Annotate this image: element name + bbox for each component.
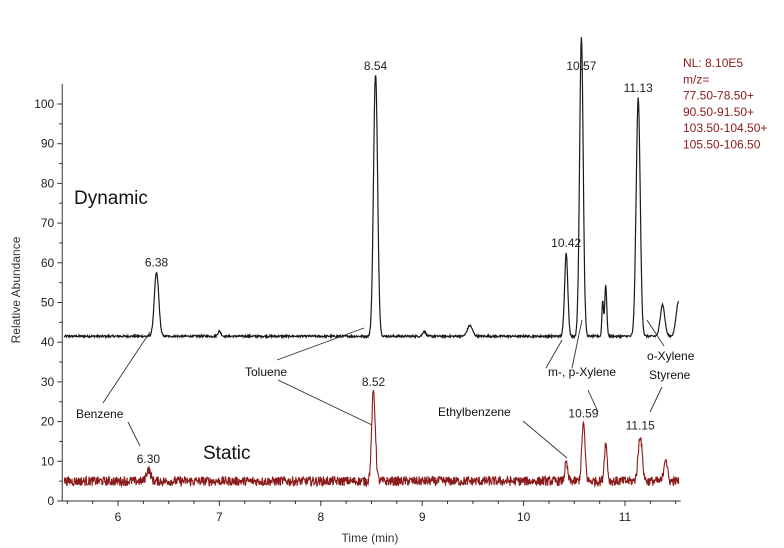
- x-tick-label-11: 11: [619, 510, 632, 524]
- peak-label-8.52: 8.52: [362, 375, 386, 389]
- peak-label-6.30: 6.30: [137, 452, 161, 466]
- nl-annotation-line: NL: 8.10E5: [683, 56, 743, 70]
- leader-line: [277, 379, 373, 426]
- y-axis-title: Relative Abundance: [9, 236, 23, 343]
- y-tick-label-40: 40: [41, 335, 55, 349]
- toluene-label: Toluene: [245, 365, 287, 379]
- y-tick-label-80: 80: [41, 176, 55, 190]
- leader-line: [522, 420, 568, 459]
- leader-line: [571, 319, 583, 369]
- nl-annotation-line: 103.50-104.50+: [683, 121, 767, 135]
- nl-annotation-line: 77.50-78.50+: [683, 89, 754, 103]
- nl-annotation-line: 90.50-91.50+: [683, 105, 754, 119]
- dynamic-trace-line: [63, 37, 680, 340]
- nl-annotation-line: m/z=: [683, 72, 709, 86]
- x-tick-label-7: 7: [216, 510, 223, 524]
- peak-labels: 6.38 8.54 10.42 10.57 11.13 6.30 8.52 10.59 11.1…: [137, 59, 655, 466]
- leader-line: [127, 421, 141, 447]
- y-tick-label-20: 20: [41, 415, 55, 429]
- peak-label-8.54: 8.54: [364, 59, 388, 73]
- mp-xylene-label: m-, p-Xylene: [548, 365, 616, 379]
- dynamic-trace-label: Dynamic: [74, 188, 148, 209]
- y-tick-label-70: 70: [41, 216, 55, 230]
- nl-annotation-line: 105.50-106.50: [683, 138, 761, 152]
- peak-label-6.38: 6.38: [145, 256, 169, 270]
- peak-label-10.59: 10.59: [568, 407, 598, 421]
- y-tick-label-100: 100: [34, 97, 54, 111]
- leader-line: [649, 386, 663, 413]
- axes: 0 10 20 30 40 50 60 70 80 90 100 6 7 8 9 10 11: [34, 84, 681, 524]
- y-tick-label-0: 0: [48, 494, 55, 508]
- benzene-label: Benzene: [76, 407, 124, 421]
- leader-line: [545, 339, 563, 369]
- nl-mz-annotation: NL: 8.10E5 m/z= 77.50-78.50+ 90.50-91.50+ 10…: [683, 56, 767, 152]
- peak-label-10.57: 10.57: [566, 59, 596, 73]
- peak-label-11.15: 11.15: [626, 418, 655, 432]
- x-axis-title: Time (min): [342, 531, 399, 545]
- peak-label-10.42: 10.42: [551, 236, 581, 250]
- x-tick-label-10: 10: [517, 510, 531, 524]
- leader-line: [276, 327, 365, 361]
- o-xylene-label: o-Xylene: [647, 349, 695, 363]
- x-tick-label-8: 8: [317, 510, 324, 524]
- static-trace-label: Static: [203, 443, 251, 464]
- y-tick-label-60: 60: [41, 256, 55, 270]
- y-tick-label-90: 90: [41, 137, 55, 151]
- styrene-label: Styrene: [649, 368, 691, 382]
- leader-line: [646, 319, 665, 347]
- traces: [63, 37, 680, 488]
- x-tick-label-6: 6: [115, 510, 122, 524]
- static-trace-line: [63, 389, 680, 488]
- x-tick-label-9: 9: [419, 510, 426, 524]
- ethylbenzene-label: Ethylbenzene: [438, 405, 511, 419]
- y-tick-label-10: 10: [41, 454, 55, 468]
- y-tick-label-50: 50: [41, 296, 55, 310]
- leader-line: [102, 331, 151, 404]
- compound-leader-lines: [102, 319, 665, 459]
- peak-label-11.13: 11.13: [624, 81, 653, 95]
- leader-line: [587, 389, 599, 413]
- y-tick-label-30: 30: [41, 375, 55, 389]
